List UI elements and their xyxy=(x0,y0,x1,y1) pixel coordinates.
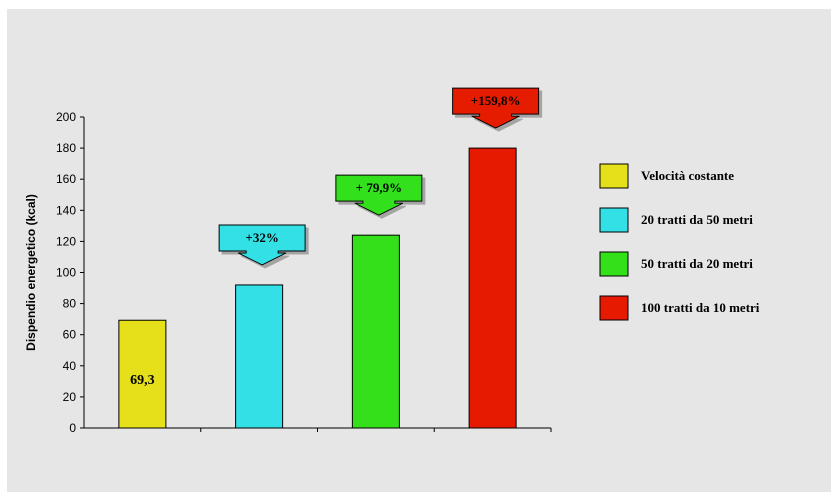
y-tick-label: 120 xyxy=(56,234,76,248)
legend-label: 50 tratti da 20 metri xyxy=(641,256,753,271)
legend-label: Velocità costante xyxy=(641,168,734,183)
bar xyxy=(235,284,284,429)
y-tick-label: 180 xyxy=(56,141,76,155)
y-tick-label: 200 xyxy=(56,110,76,124)
legend-label: 100 tratti da 10 metri xyxy=(641,300,760,315)
callout-label: +32% xyxy=(245,230,278,245)
legend-swatch xyxy=(599,207,629,233)
callout-label: +159,8% xyxy=(471,93,521,108)
callout-arrow xyxy=(335,174,423,216)
y-tick-label: 20 xyxy=(63,390,77,404)
bar xyxy=(118,319,167,429)
callout-arrow xyxy=(452,87,540,129)
legend-swatch xyxy=(599,163,629,189)
legend-swatch xyxy=(599,251,629,277)
y-tick-label: 60 xyxy=(63,328,77,342)
callout-label: + 79,9% xyxy=(356,180,402,195)
axis-layer: 0 20 40 60 80 100 120 140 160 180 200 Dispendio ene… xyxy=(24,110,552,435)
y-tick-label: 140 xyxy=(56,203,76,217)
y-tick-label: 0 xyxy=(69,421,76,435)
y-tick-label: 40 xyxy=(63,359,77,373)
bar-data-label: 69,3 xyxy=(130,373,155,388)
bars-layer: 69,3 xyxy=(118,147,517,429)
legend-label: 20 tratti da 50 metri xyxy=(641,212,753,227)
callout-arrow xyxy=(218,224,306,266)
callout-layer: +32% + 79,9% +159,8% xyxy=(218,87,540,266)
bar-chart: 0 20 40 60 80 100 120 140 160 180 200 Dispendio ene… xyxy=(24,87,760,435)
chart-area: 0 20 40 60 80 100 120 140 160 180 200 Dispendio ene… xyxy=(7,9,831,492)
y-tick-label: 80 xyxy=(63,297,77,311)
y-tick-label: 160 xyxy=(56,172,76,186)
legend: Velocità costante 20 tratti da 50 metri 50… xyxy=(599,163,760,321)
bar xyxy=(468,147,517,429)
y-tick-label: 100 xyxy=(56,266,76,280)
legend-swatch xyxy=(599,295,629,321)
bar xyxy=(351,234,400,429)
y-axis-title: Dispendio energetico (kcal) xyxy=(24,194,38,351)
